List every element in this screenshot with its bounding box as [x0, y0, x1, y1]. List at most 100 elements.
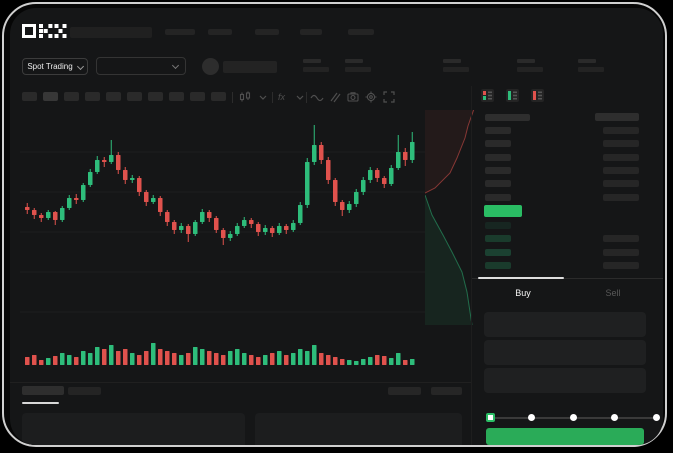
ticker-stat-label-placeholder [578, 59, 596, 63]
ticker-stat-value-placeholder [517, 67, 543, 72]
bid-row-amount-placeholder[interactable] [603, 248, 639, 256]
bid-row-price-placeholder[interactable] [485, 235, 511, 243]
tab-buy-label: Buy [515, 288, 531, 298]
timeframe-button-placeholder[interactable] [43, 92, 58, 101]
timeframe-button-placeholder[interactable] [148, 92, 163, 101]
nav-item-placeholder[interactable] [300, 29, 322, 35]
bottom-tab-active[interactable] [22, 386, 64, 395]
ask-row-amount-placeholder[interactable] [603, 166, 639, 174]
slider-handle[interactable] [485, 413, 495, 422]
ask-row-price-placeholder[interactable] [485, 180, 511, 188]
ask-row-amount-placeholder[interactable] [603, 180, 639, 188]
search-placeholder[interactable] [70, 27, 152, 38]
ask-row-price-placeholder[interactable] [485, 140, 511, 148]
tab-buy[interactable]: Buy [478, 282, 568, 304]
ticker-stat-value-placeholder [345, 67, 371, 72]
indicators-icon[interactable]: fx [276, 90, 290, 104]
bottom-action-placeholder[interactable] [388, 387, 421, 395]
slider-step-dot[interactable] [611, 414, 618, 421]
book-bids-icon[interactable] [506, 89, 519, 102]
bid-row-amount-placeholder[interactable] [603, 235, 639, 243]
ticker-stat-label-placeholder [303, 59, 321, 63]
settings-icon[interactable] [364, 90, 378, 104]
slider-step-dot[interactable] [528, 414, 535, 421]
ask-row-price-placeholder[interactable] [485, 193, 511, 201]
ask-row-amount-placeholder[interactable] [603, 193, 639, 201]
line-tool-icon[interactable] [310, 90, 324, 104]
nav-item-placeholder[interactable] [208, 29, 232, 35]
ask-row-price-placeholder[interactable] [485, 166, 511, 174]
app-screen: Spot Trading fx [10, 8, 663, 445]
timeframe-button-placeholder[interactable] [106, 92, 121, 101]
timeframe-button-placeholder[interactable] [22, 92, 37, 101]
ask-row-amount-placeholder[interactable] [603, 127, 639, 134]
market-selector-label: Spot Trading [27, 62, 73, 71]
bid-row-price-placeholder[interactable] [485, 248, 511, 256]
ticker-stat-value-placeholder [303, 67, 329, 72]
nav-item-placeholder[interactable] [255, 29, 279, 35]
timeframe-button-placeholder[interactable] [169, 92, 184, 101]
nav-item-placeholder[interactable] [348, 29, 374, 35]
bottom-tab-underline [22, 402, 59, 404]
timeframe-button-placeholder[interactable] [190, 92, 205, 101]
toolbar-separator [232, 92, 233, 103]
timeframe-button-placeholder[interactable] [85, 92, 100, 101]
pair-name-placeholder [223, 61, 277, 73]
ticker-stat-label-placeholder [517, 59, 535, 63]
trade-panel-divider [472, 278, 663, 279]
okx-logo-icon[interactable] [22, 24, 68, 38]
chevron-down-icon[interactable] [256, 90, 270, 104]
coin-avatar [202, 58, 219, 75]
candlestick-chart[interactable] [20, 110, 425, 330]
ask-row-amount-placeholder[interactable] [603, 153, 639, 161]
bid-row-price-placeholder[interactable] [485, 262, 511, 270]
ticker-stat-label-placeholder [345, 59, 363, 63]
timeframe-button-placeholder[interactable] [64, 92, 79, 101]
panel-divider [471, 86, 472, 445]
volume-chart[interactable] [20, 336, 425, 366]
depth-chart[interactable] [425, 110, 478, 325]
chevron-down-icon [76, 62, 84, 70]
bottom-action-placeholder[interactable] [431, 387, 462, 395]
tab-sell-label: Sell [605, 288, 621, 298]
book-asks-icon[interactable] [531, 89, 544, 102]
total-input[interactable] [484, 368, 646, 393]
ticker-stat-label-placeholder [443, 59, 461, 63]
chevron-down-icon[interactable] [293, 90, 307, 104]
amount-input[interactable] [484, 340, 646, 365]
pair-dropdown[interactable] [96, 57, 186, 75]
timeframe-button-placeholder[interactable] [211, 92, 226, 101]
toolbar-separator [306, 92, 307, 103]
bottom-tab[interactable] [68, 387, 101, 395]
compare-icon[interactable] [328, 90, 342, 104]
nav-item-placeholder[interactable] [165, 29, 195, 35]
ticker-stat-value-placeholder [443, 67, 469, 72]
active-tab-indicator [478, 277, 564, 279]
timeframe-button-placeholder[interactable] [127, 92, 142, 101]
buy-submit-button[interactable] [486, 428, 644, 445]
market-selector-button[interactable]: Spot Trading [22, 58, 88, 75]
ticker-stat-value-placeholder [578, 67, 604, 72]
last-price-badge[interactable] [484, 205, 522, 217]
fullscreen-icon[interactable] [382, 90, 396, 104]
order-history-panel [255, 413, 462, 445]
open-orders-panel [22, 413, 245, 445]
section-divider [10, 382, 471, 383]
orderbook-header-price-placeholder [485, 114, 530, 121]
chevron-down-icon [171, 61, 180, 70]
snapshot-icon[interactable] [346, 90, 360, 104]
slider-step-dot[interactable] [569, 414, 577, 421]
ask-row-price-placeholder[interactable] [485, 153, 511, 161]
tab-sell[interactable]: Sell [568, 282, 658, 304]
svg-text:fx: fx [278, 92, 286, 102]
toolbar-separator [272, 92, 273, 103]
slider-step-dot[interactable] [652, 414, 660, 421]
candle-style-icon[interactable] [238, 90, 252, 104]
ask-row-amount-placeholder[interactable] [603, 140, 639, 148]
bid-row-price-placeholder[interactable] [485, 222, 511, 229]
ask-row-price-placeholder[interactable] [485, 127, 511, 134]
book-combined-icon[interactable] [481, 89, 494, 102]
price-input[interactable] [484, 312, 646, 337]
bid-row-amount-placeholder[interactable] [603, 262, 639, 270]
orderbook-header-amount-placeholder [595, 113, 639, 121]
